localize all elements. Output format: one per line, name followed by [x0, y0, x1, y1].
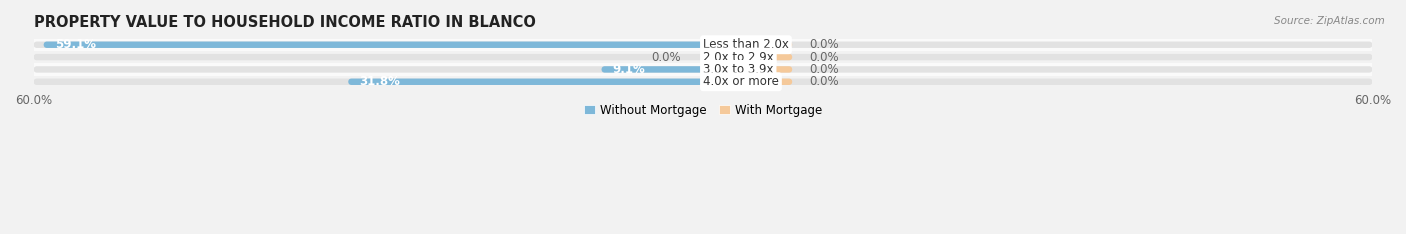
- FancyBboxPatch shape: [34, 42, 1372, 48]
- Text: Less than 2.0x: Less than 2.0x: [703, 38, 789, 51]
- FancyBboxPatch shape: [703, 54, 792, 60]
- Bar: [34, 51, 1372, 63]
- FancyBboxPatch shape: [703, 42, 792, 48]
- FancyBboxPatch shape: [34, 66, 1372, 73]
- FancyBboxPatch shape: [34, 79, 1372, 85]
- Text: 4.0x or more: 4.0x or more: [703, 75, 779, 88]
- FancyBboxPatch shape: [349, 79, 703, 85]
- Text: 31.8%: 31.8%: [360, 75, 401, 88]
- Bar: [34, 63, 1372, 76]
- Text: 0.0%: 0.0%: [808, 38, 838, 51]
- Text: PROPERTY VALUE TO HOUSEHOLD INCOME RATIO IN BLANCO: PROPERTY VALUE TO HOUSEHOLD INCOME RATIO…: [34, 15, 536, 30]
- Text: 0.0%: 0.0%: [651, 51, 681, 64]
- Text: 2.0x to 2.9x: 2.0x to 2.9x: [703, 51, 773, 64]
- Legend: Without Mortgage, With Mortgage: Without Mortgage, With Mortgage: [583, 104, 823, 117]
- Text: 0.0%: 0.0%: [808, 63, 838, 76]
- Text: 0.0%: 0.0%: [808, 75, 838, 88]
- FancyBboxPatch shape: [703, 79, 792, 85]
- Text: Source: ZipAtlas.com: Source: ZipAtlas.com: [1274, 16, 1385, 26]
- FancyBboxPatch shape: [703, 66, 792, 73]
- FancyBboxPatch shape: [34, 54, 1372, 60]
- FancyBboxPatch shape: [602, 66, 703, 73]
- Text: 59.1%: 59.1%: [55, 38, 96, 51]
- FancyBboxPatch shape: [44, 42, 703, 48]
- Bar: [34, 76, 1372, 88]
- Text: 3.0x to 3.9x: 3.0x to 3.9x: [703, 63, 773, 76]
- Bar: [34, 39, 1372, 51]
- Text: 9.1%: 9.1%: [613, 63, 645, 76]
- Text: 0.0%: 0.0%: [808, 51, 838, 64]
